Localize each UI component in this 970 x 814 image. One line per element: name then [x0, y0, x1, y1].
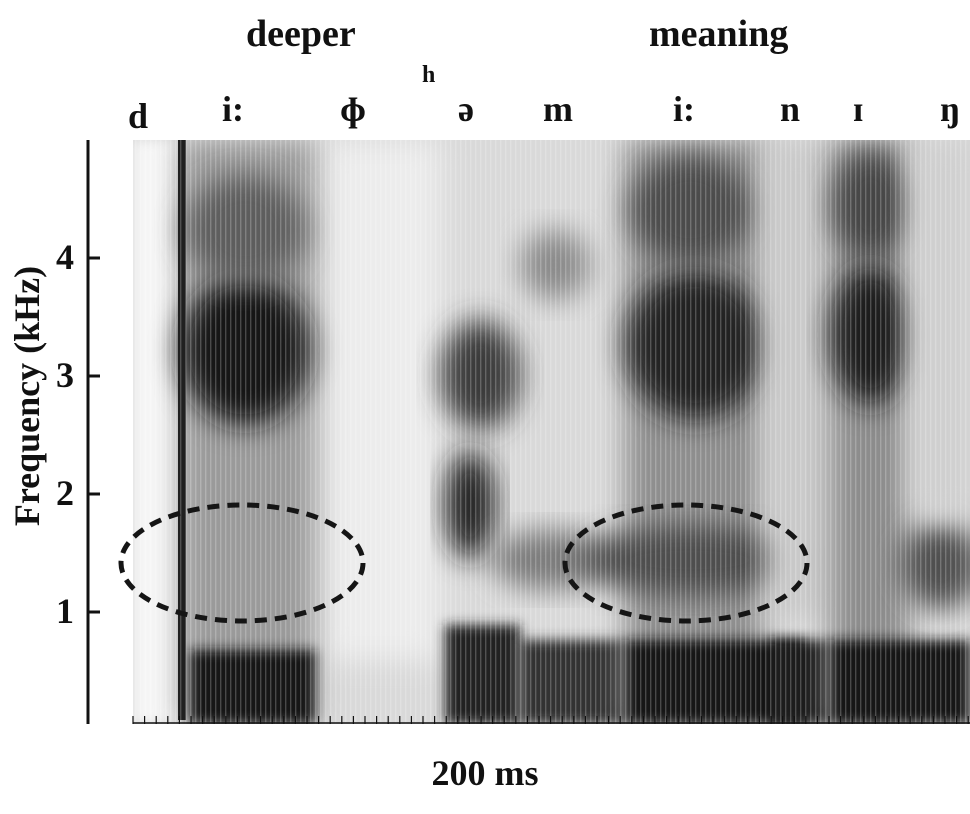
phone-label-small-i: ɪ: [853, 89, 864, 129]
y-tick-label-2: 2: [56, 473, 74, 513]
time-axis: [132, 716, 970, 724]
word-label-deeper: deeper: [246, 13, 356, 55]
time-scale-label: 200 ms: [431, 753, 539, 793]
spectrogram-image: [133, 140, 970, 724]
word-label-meaning: meaning: [649, 13, 789, 55]
phone-label-schwa: ə: [458, 89, 474, 129]
phone-label-eng: ŋ: [940, 89, 961, 129]
y-tick-label-4: 4: [56, 237, 74, 277]
annotation-ellipse-meaning: [562, 502, 810, 624]
phone-label-d: d: [128, 96, 149, 136]
phone-label-i-long-1: i:: [222, 89, 244, 129]
y-axis-title: Frequency (kHz): [7, 265, 47, 527]
y-tick-label-3: 3: [56, 355, 74, 395]
y-tick-label-1: 1: [56, 591, 74, 631]
phone-label-i-long-2: i:: [673, 89, 695, 129]
phone-label-phi: ɸ: [340, 89, 366, 129]
y-axis: [86, 140, 100, 724]
phone-label-m: m: [543, 89, 573, 129]
annotation-ellipse-deeper: [118, 502, 366, 624]
phone-label-n: n: [780, 89, 801, 129]
phone-label-aspiration: h: [422, 62, 436, 88]
